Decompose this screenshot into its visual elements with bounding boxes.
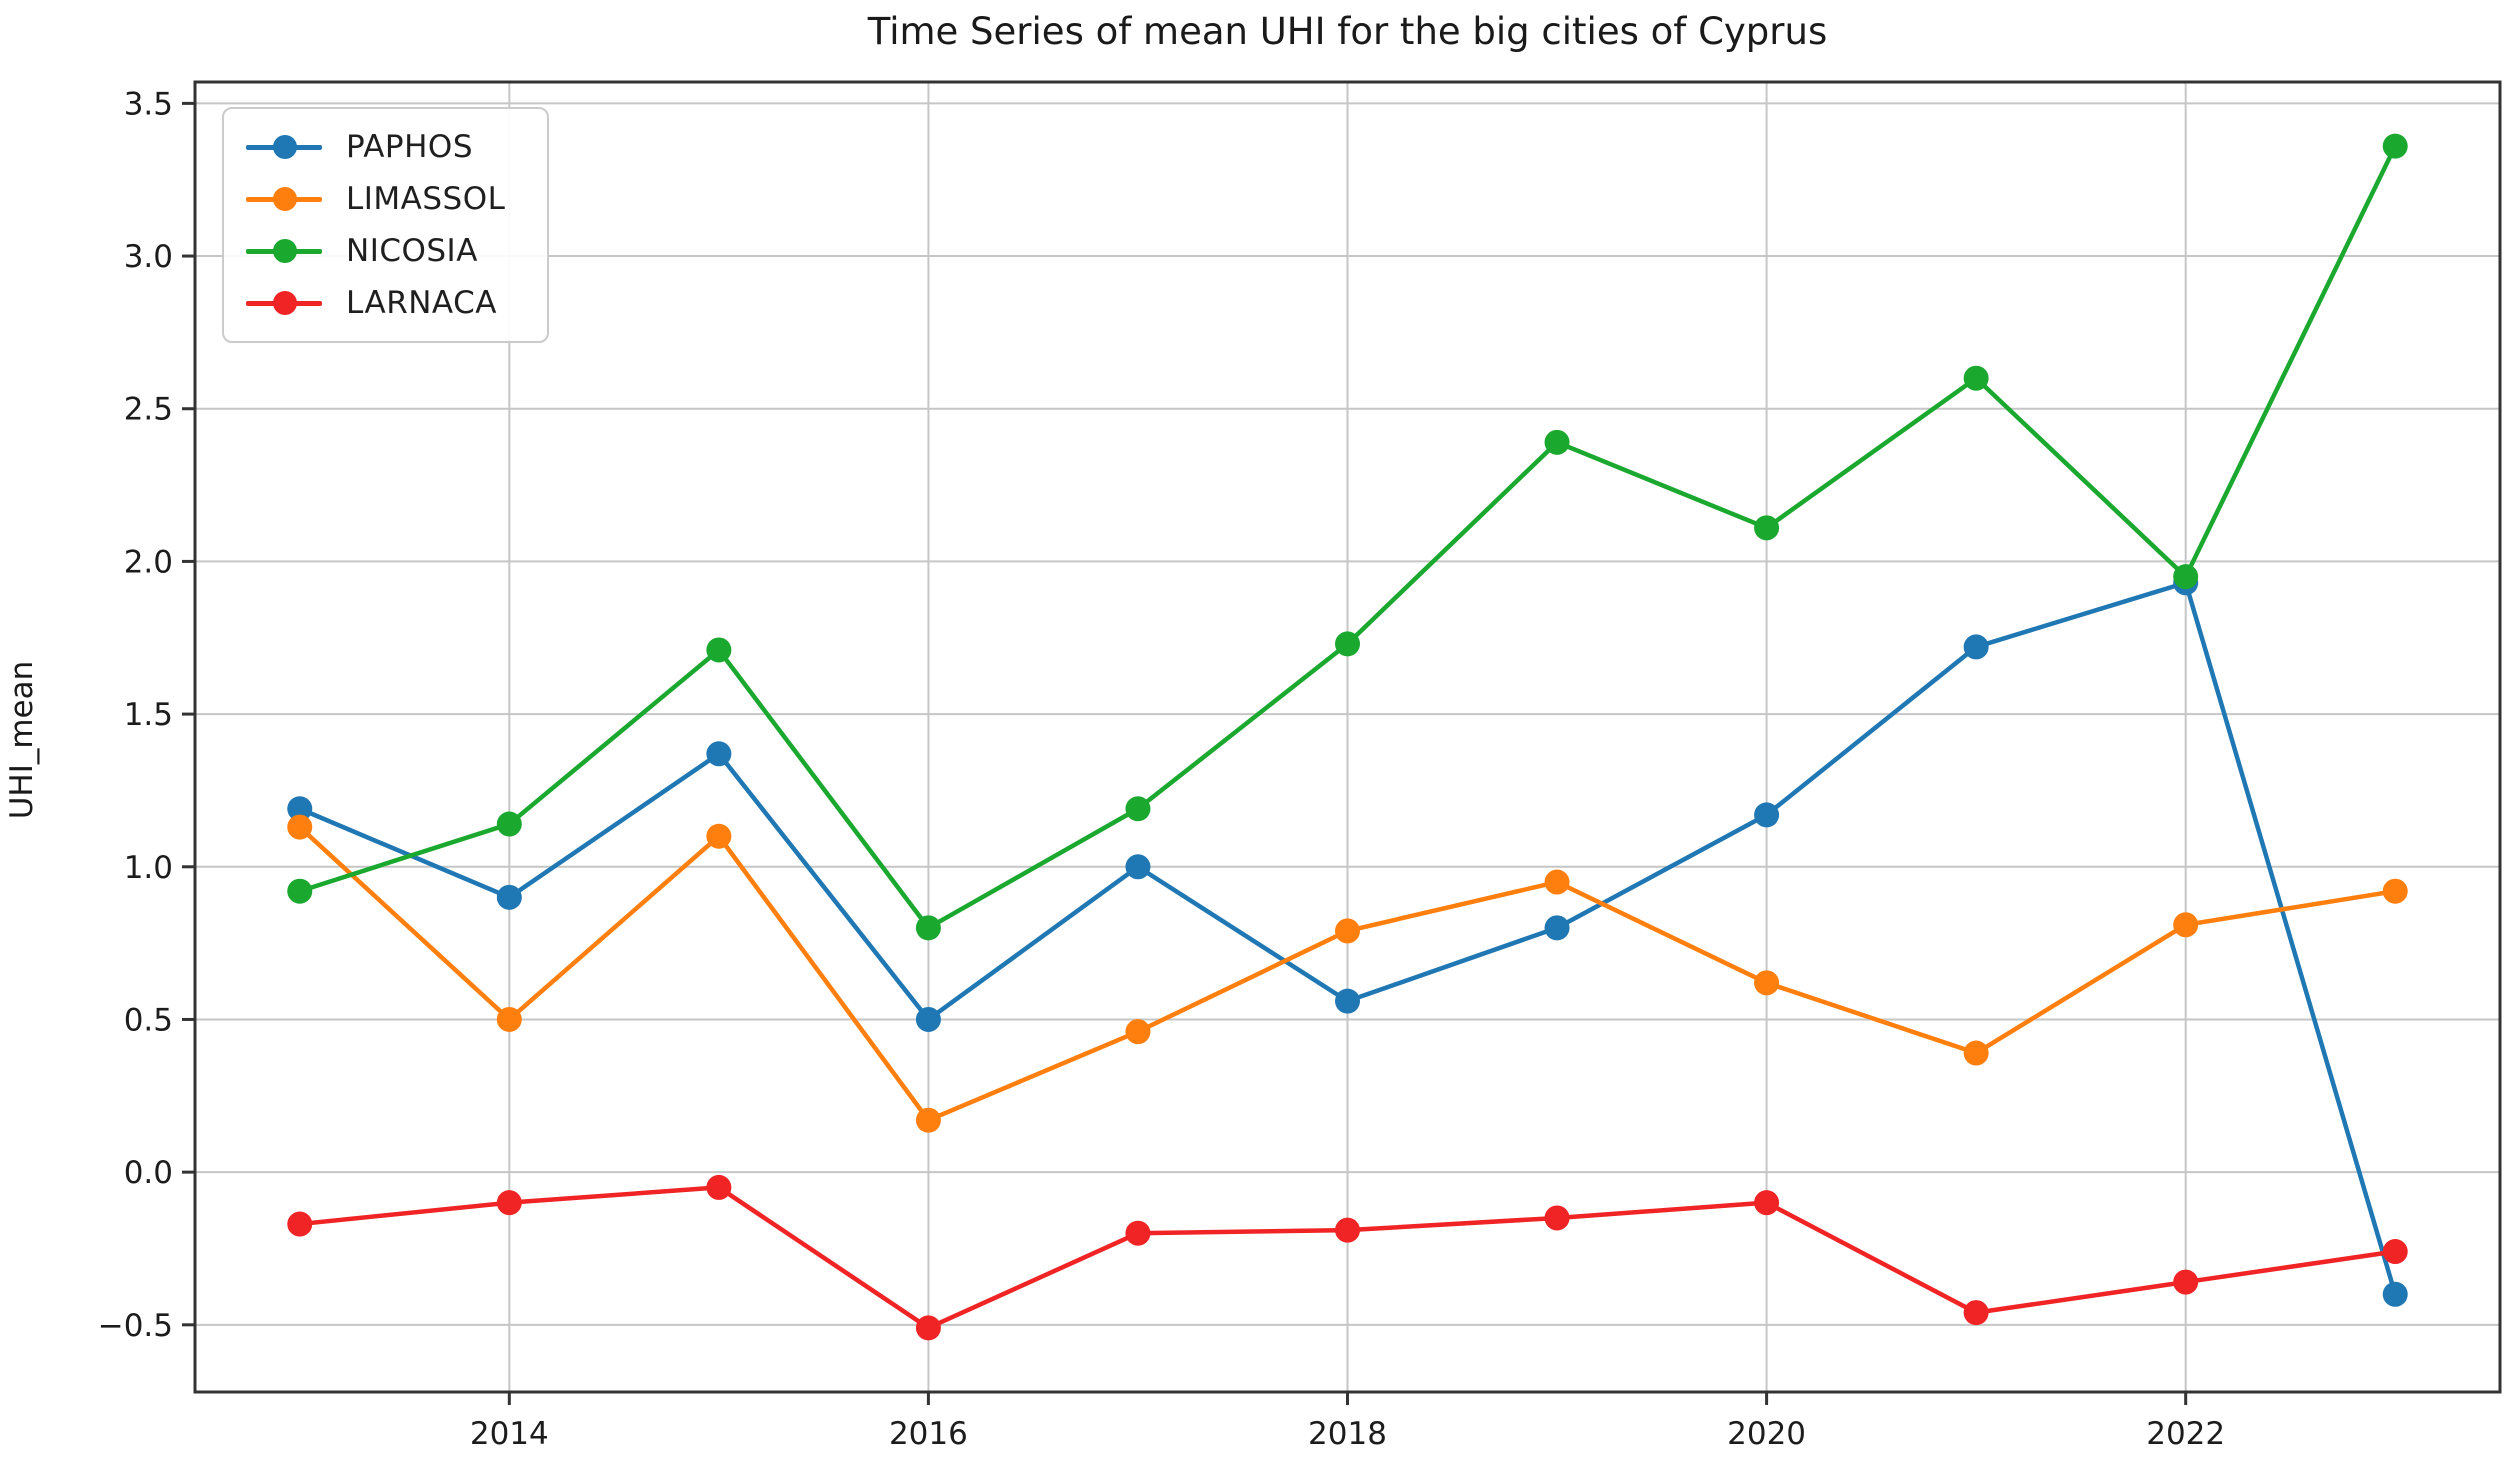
data-point-paphos xyxy=(1963,634,1989,660)
data-point-larnaca xyxy=(1963,1300,1989,1326)
x-tick-label: 2016 xyxy=(889,1416,968,1452)
y-tick-label: 1.0 xyxy=(124,850,173,886)
data-point-larnaca xyxy=(1335,1217,1360,1243)
x-tick-label: 2014 xyxy=(470,1416,549,1452)
data-point-nicosia xyxy=(2382,133,2408,159)
legend-label: NICOSIA xyxy=(346,233,478,269)
y-tick-label: 3.0 xyxy=(124,239,173,275)
data-point-nicosia xyxy=(1963,365,1989,391)
data-point-larnaca xyxy=(496,1190,522,1216)
y-tick-label: 2.0 xyxy=(124,544,173,580)
data-point-limassol xyxy=(496,1006,522,1032)
legend-item-limassol: LIMASSOL xyxy=(246,181,505,217)
data-point-limassol xyxy=(706,823,732,849)
x-tick-label: 2018 xyxy=(1308,1416,1387,1452)
data-point-nicosia xyxy=(2173,564,2199,590)
data-point-nicosia xyxy=(1125,796,1151,822)
chart-title: Time Series of mean UHI for the big citi… xyxy=(867,10,1828,53)
x-tick-label: 2020 xyxy=(1727,1416,1806,1452)
y-tick-label: 1.5 xyxy=(124,697,173,733)
y-tick-label: 2.5 xyxy=(124,392,173,428)
data-point-nicosia xyxy=(287,878,313,904)
data-point-nicosia xyxy=(1544,429,1570,455)
data-point-larnaca xyxy=(2173,1269,2199,1295)
data-point-limassol xyxy=(1335,918,1360,944)
data-point-paphos xyxy=(287,796,313,822)
data-point-paphos xyxy=(915,1006,941,1032)
data-point-paphos xyxy=(1335,988,1360,1014)
y-tick-label: 3.5 xyxy=(124,86,173,122)
data-point-limassol xyxy=(1544,869,1570,895)
data-point-larnaca xyxy=(1544,1205,1570,1231)
data-point-limassol xyxy=(915,1107,941,1133)
legend-label: PAPHOS xyxy=(346,129,473,165)
data-point-paphos xyxy=(1544,915,1570,941)
legend-item-nicosia: NICOSIA xyxy=(246,233,505,269)
x-tick-label: 2022 xyxy=(2146,1416,2225,1452)
data-point-nicosia xyxy=(1335,631,1360,657)
legend-marker-icon xyxy=(246,290,322,316)
legend-marker-icon xyxy=(246,186,322,212)
data-point-limassol xyxy=(1125,1019,1151,1045)
data-point-paphos xyxy=(2382,1281,2408,1307)
legend-label: LIMASSOL xyxy=(346,181,506,217)
legend-label: LARNACA xyxy=(346,285,497,321)
data-point-nicosia xyxy=(1754,515,1780,541)
data-point-limassol xyxy=(1963,1040,1989,1066)
data-point-larnaca xyxy=(287,1211,313,1237)
data-point-paphos xyxy=(1754,802,1780,828)
data-point-larnaca xyxy=(706,1174,732,1200)
data-point-limassol xyxy=(287,814,313,840)
data-point-paphos xyxy=(1125,854,1151,880)
legend-marker-icon xyxy=(246,134,322,160)
data-point-nicosia xyxy=(706,637,732,663)
legend-item-paphos: PAPHOS xyxy=(246,129,505,165)
data-point-paphos xyxy=(496,884,522,910)
data-point-nicosia xyxy=(915,915,941,941)
data-point-nicosia xyxy=(496,811,522,837)
data-point-larnaca xyxy=(1125,1220,1151,1246)
data-point-limassol xyxy=(1754,970,1780,996)
y-tick-label: 0.0 xyxy=(124,1155,173,1191)
data-point-limassol xyxy=(2173,912,2199,938)
data-point-larnaca xyxy=(915,1315,941,1341)
legend-marker-icon xyxy=(246,238,322,264)
data-point-larnaca xyxy=(1754,1190,1780,1216)
data-point-larnaca xyxy=(2382,1239,2408,1265)
legend: PAPHOS LIMASSOL NICOSIA LARNACA xyxy=(222,107,550,343)
data-point-limassol xyxy=(2382,878,2408,904)
legend-item-larnaca: LARNACA xyxy=(246,285,505,321)
y-tick-label: −0.5 xyxy=(98,1308,173,1344)
data-point-paphos xyxy=(706,741,732,767)
y-tick-label: 0.5 xyxy=(124,1002,173,1038)
